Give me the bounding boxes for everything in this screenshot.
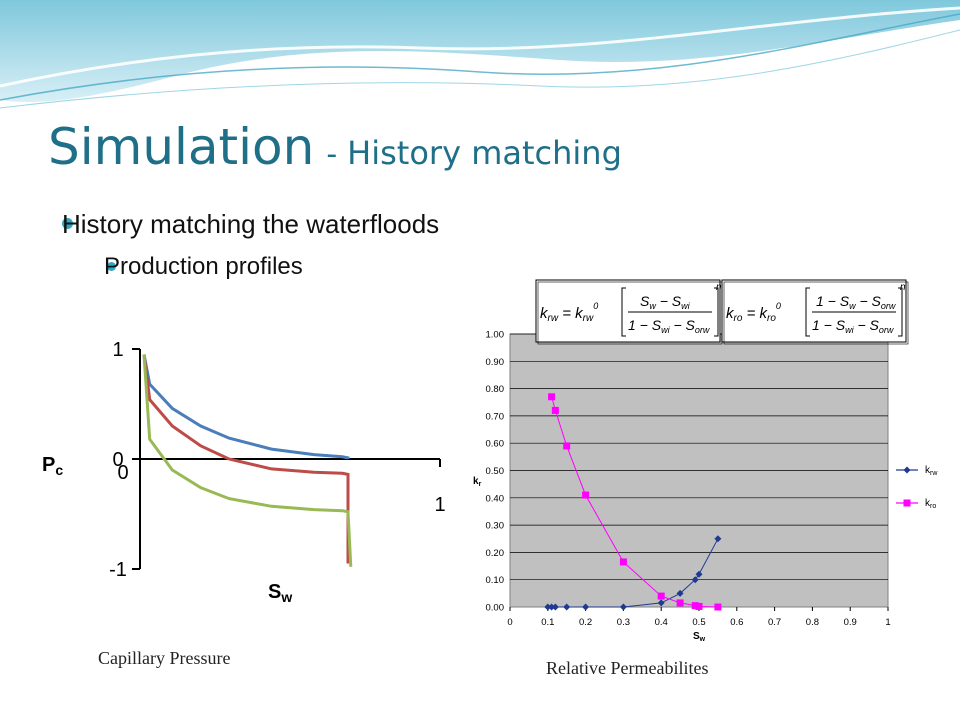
decorative-wave-banner: [0, 0, 960, 109]
x-tick-label: 0: [507, 617, 512, 628]
title-subtitle: History matching: [347, 134, 622, 172]
data-point-krw: [582, 603, 590, 611]
svg-text:n: n: [900, 282, 906, 293]
legend-marker-krw: [903, 466, 911, 474]
caption-relative-permeabilities: Relative Permeabilites: [546, 658, 709, 678]
x-tick-label: 0: [117, 462, 128, 484]
data-point-kro: [551, 406, 559, 414]
x-tick-label: 0.3: [617, 617, 630, 628]
relative-permeability-plot: 0.000.100.200.300.400.500.600.700.800.90…: [473, 330, 938, 644]
x-tick-label: 1: [434, 494, 445, 516]
y-tick-label: 0.10: [486, 575, 505, 586]
y-tick-label: 0.50: [486, 466, 505, 477]
svg-text:n: n: [716, 282, 722, 293]
x-tick-label: 0.4: [655, 617, 668, 628]
y-axis-title: Pc: [42, 454, 63, 478]
bullet-item: Production profiles: [104, 253, 303, 280]
permeability-formulas: krw = krw0 Sw − Swi 1 − Swi − Sorw n kro…: [535, 279, 909, 345]
relative-permeability-chart: 0.00 0.10 0.20 0.30 0.40 0.50 0.60 0.70 0.80 0.90…: [460, 308, 960, 663]
data-point-kro: [548, 393, 556, 401]
x-tick-label: 0.7: [768, 617, 781, 628]
data-point-krw: [619, 603, 627, 611]
bullet-item: History matching the waterfloods: [62, 209, 440, 239]
formula-krw: krw = krw0 Sw − Swi 1 − Swi − Sorw n: [535, 279, 723, 345]
data-point-kro: [563, 442, 571, 450]
bullet-icon: [107, 262, 116, 271]
y-tick-label: -1: [109, 559, 127, 581]
svg-text:1 − Swi − Sorw: 1 − Swi − Sorw: [628, 317, 710, 335]
data-point-krw: [714, 535, 722, 543]
formula-kro: kro = kro0 1 − Sw − Sorw 1 − Swi − Sorw …: [721, 279, 909, 345]
y-tick-label: 1.00: [486, 330, 505, 341]
data-point-krw: [695, 570, 703, 578]
data-point-krw: [551, 603, 559, 611]
data-point-kro: [714, 603, 722, 611]
y-tick-label: 1: [112, 339, 123, 361]
x-tick-label: 0.1: [541, 617, 554, 628]
legend-label-krw: krw: [925, 465, 938, 477]
bullet-icon: [62, 218, 73, 229]
legend-label-kro: kro: [925, 498, 936, 510]
capillary-pressure-plot: 1 0 -1 0 1 Pc Sw: [42, 339, 446, 605]
y-tick-label: 0: [112, 449, 123, 471]
caption-capillary-pressure: Capillary Pressure: [98, 648, 231, 668]
x-tick-label: 1: [885, 617, 890, 628]
data-point-krw: [544, 603, 552, 611]
series-line-1: [142, 354, 350, 460]
x-axis-title: Sw: [693, 631, 706, 643]
y-tick-label: 0.60: [486, 439, 505, 450]
legend-marker-kro: [903, 499, 911, 507]
title-main: Simulation: [48, 118, 315, 176]
data-point-krw: [657, 599, 665, 607]
x-tick-label: 0.6: [730, 617, 743, 628]
y-tick-label: 0.90: [486, 357, 505, 368]
series-line-3: [142, 354, 353, 567]
x-axis-title: Sw: [268, 581, 292, 605]
x-tick-label: 0.2: [579, 617, 592, 628]
svg-text:1 − Sw − Sorw: 1 − Sw − Sorw: [816, 293, 896, 311]
svg-text:1 − Swi − Sorw: 1 − Swi − Sorw: [812, 317, 894, 335]
y-tick-label: 0.70: [486, 411, 505, 422]
slide-title: Simulation - History matching: [48, 118, 622, 176]
y-tick-label: 0.00: [486, 603, 505, 614]
data-point-krw: [563, 603, 571, 611]
data-point-krw: [691, 576, 699, 584]
y-tick-label: 0.20: [486, 548, 505, 559]
series-line-2: [142, 354, 350, 564]
y-tick-label: 0.30: [486, 521, 505, 532]
title-separator: -: [326, 137, 338, 172]
data-point-kro: [691, 602, 699, 610]
x-tick-label: 0.9: [844, 617, 857, 628]
data-point-krw: [548, 603, 556, 611]
y-tick-label: 0.80: [486, 384, 505, 395]
data-point-kro: [582, 491, 590, 499]
x-tick-label: 0.8: [806, 617, 819, 628]
y-tick-label: 0.40: [486, 493, 505, 504]
y-axis-title: kr: [473, 476, 482, 488]
data-point-krw: [676, 589, 684, 597]
data-point-kro: [676, 599, 684, 607]
capillary-pressure-chart: 1 0 -1 0 1 Pc Sw: [28, 325, 458, 620]
data-point-kro: [619, 558, 627, 566]
data-point-kro: [657, 592, 665, 600]
x-tick-label: 0.5: [692, 617, 705, 628]
data-point-kro: [695, 602, 703, 610]
